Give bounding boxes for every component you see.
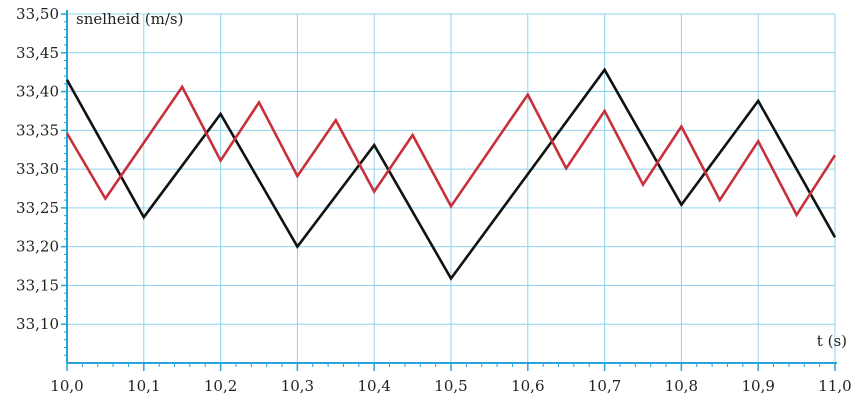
y-tick-label: 33,25 (16, 199, 59, 217)
x-tick-label: 10,3 (281, 377, 314, 394)
y-tick-label: 33,30 (16, 160, 59, 178)
x-axis-title: t (s) (817, 332, 847, 350)
x-tick-label: 10,4 (357, 377, 390, 394)
y-tick-label: 33,20 (16, 238, 59, 256)
x-tick-label: 10,2 (204, 377, 237, 394)
y-tick-label: 33,35 (16, 121, 59, 139)
x-tick-label: 11,0 (818, 377, 851, 394)
tick-labels: 10,0 10,1 10,2 10,3 10,4 10,5 10,6 10,7 10,8 10,9… (16, 5, 852, 394)
y-tick-label: 33,45 (16, 44, 59, 62)
series-line-2 (65, 84, 837, 218)
y-axis-title: snelheid (m/s) (76, 10, 183, 28)
x-tick-label: 10,0 (50, 377, 83, 394)
series-group (65, 67, 837, 281)
y-tick-label: 33,50 (16, 5, 59, 23)
x-tick-label: 10,8 (665, 377, 698, 394)
y-tick-label: 33,10 (16, 315, 59, 333)
x-tick-label: 10,1 (127, 377, 160, 394)
x-tick-label: 10,7 (588, 377, 621, 394)
x-tick-label: 10,6 (511, 377, 544, 394)
x-tick-label: 10,9 (741, 377, 774, 394)
y-tick-label: 33,15 (16, 276, 59, 294)
axes (61, 10, 837, 371)
grid (67, 13, 836, 363)
y-tick-label: 33,40 (16, 83, 59, 101)
series-line-1 (65, 67, 837, 281)
x-tick-label: 10,5 (434, 377, 467, 394)
